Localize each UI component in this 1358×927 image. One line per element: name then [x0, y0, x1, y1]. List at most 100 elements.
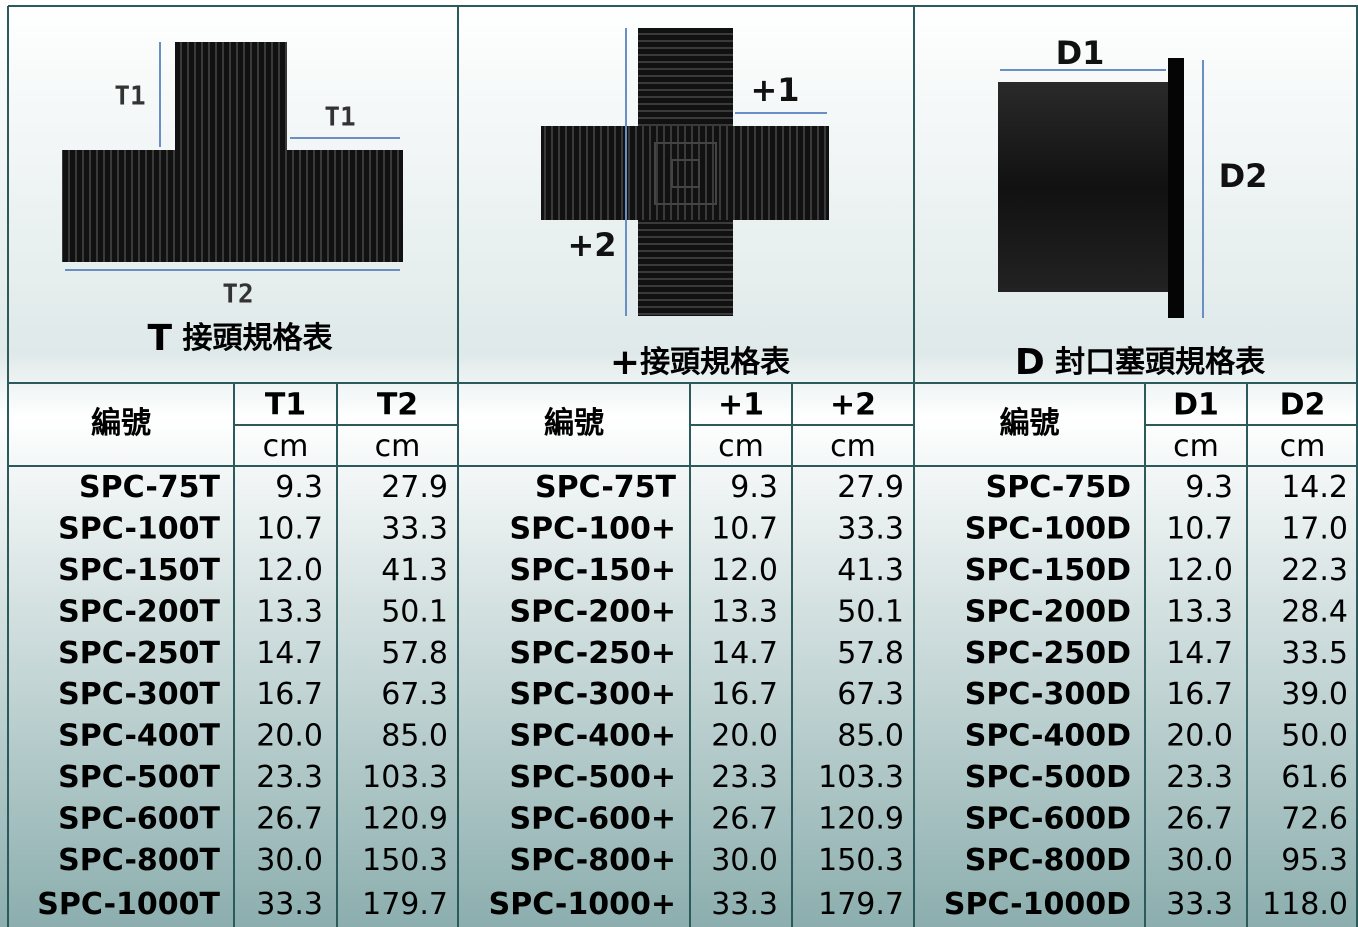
cell-value: 14.7	[256, 636, 323, 671]
cell-value: 9.3	[275, 470, 323, 505]
cell-value: 150.3	[818, 843, 904, 878]
cell-value: 14.7	[1166, 636, 1233, 671]
cell-value: 57.8	[381, 636, 448, 671]
cell-value: 23.3	[711, 760, 778, 795]
header-code: 編號	[91, 406, 151, 441]
product-code: SPC-75T	[535, 470, 676, 505]
product-code: SPC-1000+	[489, 887, 676, 922]
product-code: SPC-800D	[965, 843, 1131, 878]
cross-diagram	[541, 28, 829, 316]
cell-value: 179.7	[818, 887, 904, 922]
cell-value: 10.7	[711, 512, 778, 547]
product-code: SPC-800+	[509, 843, 676, 878]
cell-value: 95.3	[1281, 843, 1348, 878]
product-code: SPC-300+	[509, 677, 676, 712]
cell-value: 17.0	[1281, 512, 1348, 547]
diagram-label: D1	[1056, 34, 1105, 72]
cell-value: 33.3	[837, 512, 904, 547]
product-code: SPC-250+	[509, 636, 676, 671]
product-code: SPC-100T	[58, 512, 220, 547]
cell-value: 12.0	[711, 553, 778, 588]
cell-value: 41.3	[837, 553, 904, 588]
cell-value: 9.3	[730, 470, 778, 505]
product-code: SPC-100+	[509, 512, 676, 547]
cell-value: 30.0	[256, 843, 323, 878]
cell-value: 85.0	[837, 719, 904, 754]
cell-value: 13.3	[1166, 594, 1233, 629]
cell-value: 13.3	[256, 594, 323, 629]
cell-value: 16.7	[711, 677, 778, 712]
product-code: SPC-500T	[58, 760, 220, 795]
cell-value: 20.0	[711, 719, 778, 754]
product-code: SPC-400T	[58, 719, 220, 754]
header-unit: cm	[1173, 429, 1219, 464]
cell-value: 33.3	[1166, 887, 1233, 922]
cell-value: 72.6	[1281, 801, 1348, 836]
header-col: D2	[1280, 388, 1326, 423]
header-unit: cm	[1280, 429, 1326, 464]
product-code: SPC-100D	[965, 512, 1131, 547]
cell-value: 57.8	[837, 636, 904, 671]
cell-value: 9.3	[1185, 470, 1233, 505]
cell-value: 12.0	[256, 553, 323, 588]
cell-value: 26.7	[256, 801, 323, 836]
cell-value: 27.9	[837, 470, 904, 505]
product-code: SPC-500+	[509, 760, 676, 795]
cell-value: 30.0	[1166, 843, 1233, 878]
cell-value: 20.0	[256, 719, 323, 754]
product-code: SPC-600D	[965, 801, 1131, 836]
product-code: SPC-200T	[58, 594, 220, 629]
product-code: SPC-300D	[965, 677, 1131, 712]
cell-value: 14.7	[711, 636, 778, 671]
product-code: SPC-300T	[58, 677, 220, 712]
cell-value: 179.7	[362, 887, 448, 922]
cell-value: 33.3	[381, 512, 448, 547]
cell-value: 16.7	[1166, 677, 1233, 712]
header-unit: cm	[718, 429, 764, 464]
product-code: SPC-250T	[58, 636, 220, 671]
cell-value: 120.9	[362, 801, 448, 836]
cell-value: 33.5	[1281, 636, 1348, 671]
header-col: +1	[718, 388, 764, 423]
cell-value: 13.3	[711, 594, 778, 629]
header-col: D1	[1173, 388, 1219, 423]
product-code: SPC-600+	[509, 801, 676, 836]
cell-value: 50.1	[381, 594, 448, 629]
product-code: SPC-75D	[986, 470, 1131, 505]
product-code: SPC-200D	[965, 594, 1131, 629]
header-col: +2	[830, 388, 876, 423]
product-code: SPC-75T	[79, 470, 220, 505]
cell-value: 67.3	[381, 677, 448, 712]
header-unit: cm	[830, 429, 876, 464]
header-code: 編號	[1000, 406, 1060, 441]
cell-value: 103.3	[818, 760, 904, 795]
header-unit: cm	[263, 429, 309, 464]
diagram-label: T1	[324, 103, 355, 133]
diagram-label: T1	[114, 82, 145, 112]
cell-value: 26.7	[711, 801, 778, 836]
cell-value: 30.0	[711, 843, 778, 878]
cell-value: 150.3	[362, 843, 448, 878]
diagram-label: D2	[1219, 157, 1268, 195]
panel-title: D 封口塞頭規格表	[1015, 342, 1265, 383]
cell-value: 20.0	[1166, 719, 1233, 754]
product-code: SPC-600T	[58, 801, 220, 836]
cell-value: 39.0	[1281, 677, 1348, 712]
cell-value: 14.2	[1281, 470, 1348, 505]
product-code: SPC-800T	[58, 843, 220, 878]
cell-value: 120.9	[818, 801, 904, 836]
cell-value: 103.3	[362, 760, 448, 795]
product-code: SPC-500D	[965, 760, 1131, 795]
cell-value: 10.7	[256, 512, 323, 547]
header-unit: cm	[375, 429, 421, 464]
cell-value: 118.0	[1262, 887, 1348, 922]
cell-value: 33.3	[256, 887, 323, 922]
header-col: T2	[377, 388, 418, 423]
product-code: SPC-200+	[509, 594, 676, 629]
cell-value: 61.6	[1281, 760, 1348, 795]
product-code: SPC-400+	[509, 719, 676, 754]
product-code: SPC-150D	[965, 553, 1131, 588]
cell-value: 10.7	[1166, 512, 1233, 547]
cell-value: 28.4	[1281, 594, 1348, 629]
